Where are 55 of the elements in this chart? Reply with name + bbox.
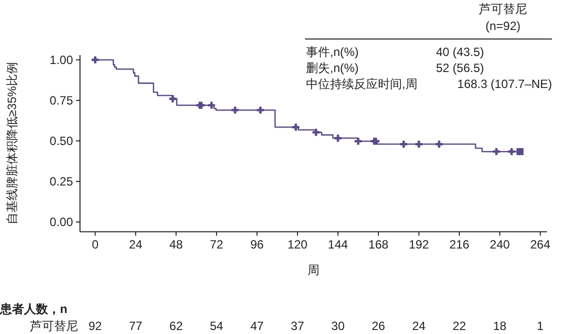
point bbox=[492, 148, 500, 156]
point bbox=[334, 134, 342, 142]
point bbox=[436, 140, 443, 148]
point bbox=[354, 138, 362, 145]
text: 18 bbox=[493, 319, 507, 333]
x-tick-label: 0 bbox=[92, 238, 99, 252]
text: 47 bbox=[250, 319, 264, 333]
text: (n=92) bbox=[485, 19, 521, 33]
x-tick-label: 240 bbox=[490, 238, 510, 252]
point bbox=[232, 106, 239, 114]
point bbox=[169, 95, 176, 102]
annotation: 168.3 (107.7–NE) bbox=[457, 77, 552, 91]
point bbox=[92, 56, 99, 64]
x-tick-label: 216 bbox=[449, 238, 470, 252]
text: 26 bbox=[372, 319, 386, 333]
y-tick-label: 0.75 bbox=[50, 93, 74, 108]
x-tick-label: 96 bbox=[250, 238, 264, 252]
annotation: 中位持续反应时间,周 bbox=[306, 77, 418, 91]
point bbox=[292, 124, 300, 131]
text: 1 bbox=[536, 319, 544, 333]
y-tick-label: 1.00 bbox=[50, 52, 74, 67]
y-tick-label: 0.00 bbox=[50, 214, 74, 229]
point bbox=[256, 106, 264, 114]
text: 37 bbox=[290, 319, 304, 333]
annotation: 删失,n(%) bbox=[306, 61, 359, 75]
x-tick-label: 192 bbox=[408, 238, 430, 252]
annotation: 40 (43.5) bbox=[436, 45, 484, 59]
text: 24 bbox=[412, 319, 426, 333]
annotation: 事件,n(%) bbox=[306, 45, 359, 59]
text: 54 bbox=[210, 319, 224, 333]
text: 92 bbox=[88, 319, 102, 333]
x-tick-label: 24 bbox=[128, 238, 143, 252]
point bbox=[516, 148, 524, 156]
y-tick-label: 0.50 bbox=[50, 134, 74, 148]
point bbox=[208, 102, 216, 109]
y-tick-label: 0.25 bbox=[50, 174, 74, 188]
x-tick-label: 264 bbox=[530, 238, 551, 252]
point bbox=[400, 140, 408, 148]
text: 30 bbox=[331, 319, 345, 333]
point bbox=[415, 140, 422, 148]
point bbox=[508, 148, 516, 156]
x-tick-label: 48 bbox=[169, 238, 184, 252]
x-axis-title: 周 bbox=[308, 263, 320, 277]
text: 芦可替尼 bbox=[30, 319, 78, 333]
x-tick-label: 168 bbox=[368, 238, 389, 252]
annotation: 52 (56.5) bbox=[436, 61, 484, 75]
x-tick-label: 72 bbox=[210, 238, 224, 252]
x-tick-label: 120 bbox=[287, 238, 308, 252]
text: 芦可替尼 bbox=[479, 2, 527, 16]
text: 22 bbox=[452, 319, 466, 333]
text: 77 bbox=[128, 319, 143, 333]
y-axis-title: 自基线脾脏体积降低≥35%比例 bbox=[5, 62, 19, 225]
point bbox=[312, 128, 320, 136]
x-tick-label: 144 bbox=[328, 238, 348, 252]
text: 62 bbox=[169, 319, 184, 333]
